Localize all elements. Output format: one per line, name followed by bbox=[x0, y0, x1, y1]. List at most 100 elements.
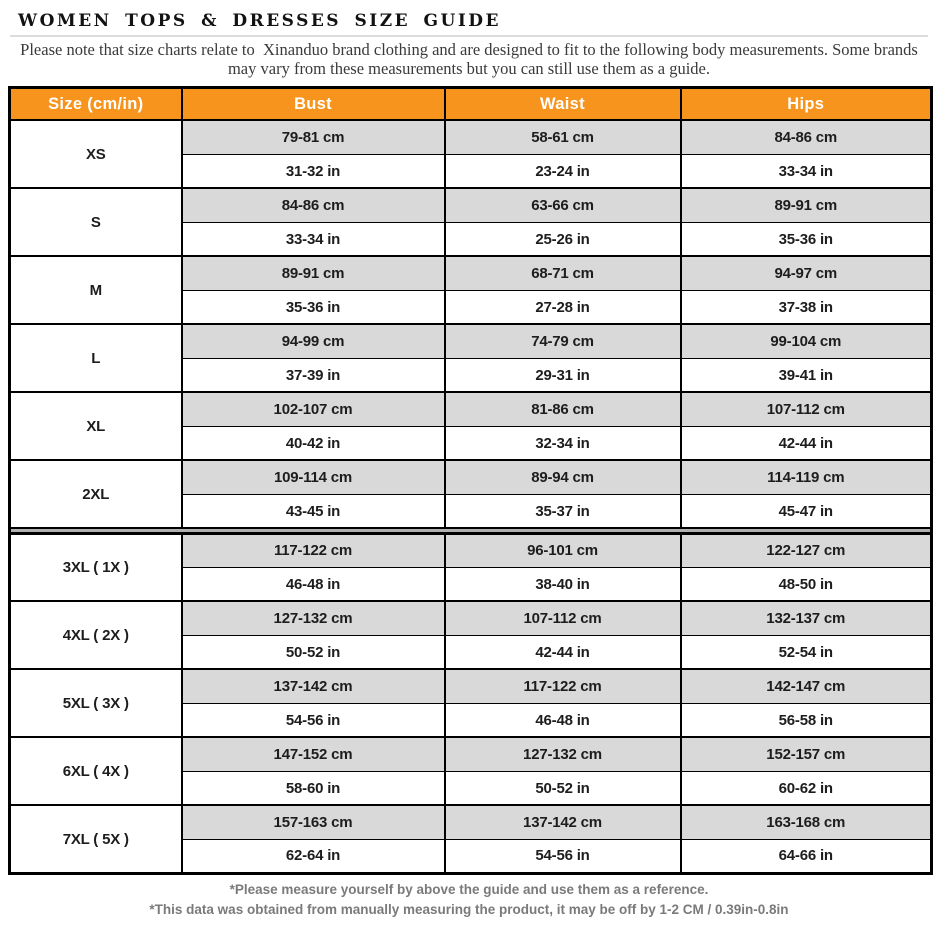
measurement-cm-cell: 94-99 cm bbox=[180, 323, 446, 359]
col-header-hips: Hips bbox=[679, 86, 933, 122]
measurement-in-cell: 45-47 in bbox=[679, 494, 933, 530]
measurement-in-cell: 50-52 in bbox=[443, 771, 682, 807]
header-row: Size (cm/in) Bust Waist Hips bbox=[8, 86, 933, 122]
size-row-in: 62-64 in 54-56 in 64-66 in bbox=[10, 839, 933, 875]
measurement-cm-cell: 63-66 cm bbox=[443, 187, 682, 223]
size-row-in: 58-60 in 50-52 in 60-62 in bbox=[10, 771, 933, 807]
size-row-in: 50-52 in 42-44 in 52-54 in bbox=[10, 635, 933, 671]
measurement-cm-cell: 89-91 cm bbox=[180, 255, 446, 291]
measurement-cm-cell: 99-104 cm bbox=[679, 323, 933, 359]
measurement-in-cell: 27-28 in bbox=[443, 290, 682, 326]
col-header-size: Size (cm/in) bbox=[8, 86, 183, 122]
measurement-in-cell: 58-60 in bbox=[180, 771, 446, 807]
measurement-in-cell: 40-42 in bbox=[180, 426, 446, 462]
size-table-body: XS 79-81 cm 58-61 cm 84-86 cm 31-32 in 23-24 … bbox=[8, 119, 933, 875]
measurement-in-cell: 54-56 in bbox=[443, 839, 682, 875]
page-title: WOMEN TOPS & DRESSES SIZE GUIDE bbox=[18, 11, 502, 31]
measurement-in-cell: 33-34 in bbox=[180, 222, 446, 258]
col-header-waist: Waist bbox=[443, 86, 682, 122]
measurement-in-cell: 52-54 in bbox=[679, 635, 933, 671]
size-label: 7XL ( 5X ) bbox=[8, 804, 183, 875]
plus-size-divider bbox=[9, 527, 932, 535]
measurement-in-cell: 43-45 in bbox=[180, 494, 446, 530]
size-label: S bbox=[8, 187, 183, 258]
measurement-in-cell: 42-44 in bbox=[443, 635, 682, 671]
size-row-cm: L 94-99 cm 74-79 cm 99-104 cm bbox=[8, 323, 933, 394]
measurement-in-cell: 46-48 in bbox=[180, 567, 446, 603]
size-label: M bbox=[8, 255, 183, 326]
measurement-in-cell: 32-34 in bbox=[443, 426, 682, 462]
measurement-cm-cell: 117-122 cm bbox=[180, 532, 446, 568]
measurement-cm-cell: 122-127 cm bbox=[679, 532, 933, 568]
measurement-in-cell: 33-34 in bbox=[679, 154, 933, 190]
size-table-header: Size (cm/in) Bust Waist Hips bbox=[8, 86, 933, 122]
brand-note-text: Please note that size charts relate to X… bbox=[20, 40, 918, 79]
size-row-cm: 2XL 109-114 cm 89-94 cm 114-119 cm bbox=[8, 459, 933, 530]
measurement-cm-cell: 107-112 cm bbox=[679, 391, 933, 427]
measurement-cm-cell: 127-132 cm bbox=[443, 736, 682, 772]
measurement-cm-cell: 96-101 cm bbox=[443, 532, 682, 568]
size-row-in: 31-32 in 23-24 in 33-34 in bbox=[10, 154, 933, 190]
measurement-in-cell: 46-48 in bbox=[443, 703, 682, 739]
measurement-cm-cell: 109-114 cm bbox=[180, 459, 446, 495]
measurement-in-cell: 37-38 in bbox=[679, 290, 933, 326]
size-label: 2XL bbox=[8, 459, 183, 530]
measurement-cm-cell: 74-79 cm bbox=[443, 323, 682, 359]
measurement-in-cell: 64-66 in bbox=[679, 839, 933, 875]
measurement-cm-cell: 107-112 cm bbox=[443, 600, 682, 636]
measurement-in-cell: 56-58 in bbox=[679, 703, 933, 739]
measurement-in-cell: 50-52 in bbox=[180, 635, 446, 671]
measurement-cm-cell: 81-86 cm bbox=[443, 391, 682, 427]
measurement-in-cell: 48-50 in bbox=[679, 567, 933, 603]
size-row-in: 43-45 in 35-37 in 45-47 in bbox=[10, 494, 933, 530]
measurement-cm-cell: 114-119 cm bbox=[679, 459, 933, 495]
size-label: XS bbox=[8, 119, 183, 190]
size-label: 6XL ( 4X ) bbox=[8, 736, 183, 807]
measurement-in-cell: 31-32 in bbox=[180, 154, 446, 190]
measurement-cm-cell: 157-163 cm bbox=[180, 804, 446, 840]
measurement-cm-cell: 58-61 cm bbox=[443, 119, 682, 155]
size-row-cm: 7XL ( 5X ) 157-163 cm 137-142 cm 163-168 cm bbox=[8, 804, 933, 875]
size-row-cm: 3XL ( 1X ) 117-122 cm 96-101 cm 122-127 cm bbox=[8, 532, 933, 603]
measurement-in-cell: 35-36 in bbox=[180, 290, 446, 326]
measurement-in-cell: 35-36 in bbox=[679, 222, 933, 258]
measurement-cm-cell: 163-168 cm bbox=[679, 804, 933, 840]
measurement-in-cell: 23-24 in bbox=[443, 154, 682, 190]
measurement-cm-cell: 152-157 cm bbox=[679, 736, 933, 772]
size-row-cm: 4XL ( 2X ) 127-132 cm 107-112 cm 132-137 cm bbox=[8, 600, 933, 671]
size-row-cm: 6XL ( 4X ) 147-152 cm 127-132 cm 152-157 cm bbox=[8, 736, 933, 807]
measurement-in-cell: 60-62 in bbox=[679, 771, 933, 807]
measurement-cm-cell: 89-94 cm bbox=[443, 459, 682, 495]
size-chart-table: Size (cm/in) Bust Waist Hips XS 79-81 cm 5… bbox=[8, 85, 933, 875]
measurement-cm-cell: 84-86 cm bbox=[180, 187, 446, 223]
size-row-cm: XS 79-81 cm 58-61 cm 84-86 cm bbox=[8, 119, 933, 190]
measurement-in-cell: 38-40 in bbox=[443, 567, 682, 603]
measurement-cm-cell: 68-71 cm bbox=[443, 255, 682, 291]
measurement-cm-cell: 147-152 cm bbox=[180, 736, 446, 772]
size-label: 4XL ( 2X ) bbox=[8, 600, 183, 671]
size-row-cm: 5XL ( 3X ) 137-142 cm 117-122 cm 142-147 cm bbox=[8, 668, 933, 739]
measurement-in-cell: 42-44 in bbox=[679, 426, 933, 462]
measurement-cm-cell: 102-107 cm bbox=[180, 391, 446, 427]
size-label: XL bbox=[8, 391, 183, 462]
size-row-in: 40-42 in 32-34 in 42-44 in bbox=[10, 426, 933, 462]
measurement-in-cell: 62-64 in bbox=[180, 839, 446, 875]
measurement-in-cell: 35-37 in bbox=[443, 494, 682, 530]
measurement-cm-cell: 127-132 cm bbox=[180, 600, 446, 636]
footnotes: *Please measure yourself by above the gu… bbox=[0, 880, 938, 919]
measurement-cm-cell: 132-137 cm bbox=[679, 600, 933, 636]
measurement-cm-cell: 84-86 cm bbox=[679, 119, 933, 155]
measurement-in-cell: 25-26 in bbox=[443, 222, 682, 258]
measurement-in-cell: 54-56 in bbox=[180, 703, 446, 739]
measurement-in-cell: 37-39 in bbox=[180, 358, 446, 394]
measurement-cm-cell: 117-122 cm bbox=[443, 668, 682, 704]
size-row-in: 35-36 in 27-28 in 37-38 in bbox=[10, 290, 933, 326]
size-label: 3XL ( 1X ) bbox=[8, 532, 183, 603]
size-row-in: 46-48 in 38-40 in 48-50 in bbox=[10, 567, 933, 603]
measurement-cm-cell: 79-81 cm bbox=[180, 119, 446, 155]
size-row-cm: S 84-86 cm 63-66 cm 89-91 cm bbox=[8, 187, 933, 258]
measurement-cm-cell: 89-91 cm bbox=[679, 187, 933, 223]
measurement-cm-cell: 137-142 cm bbox=[443, 804, 682, 840]
measurement-in-cell: 39-41 in bbox=[679, 358, 933, 394]
